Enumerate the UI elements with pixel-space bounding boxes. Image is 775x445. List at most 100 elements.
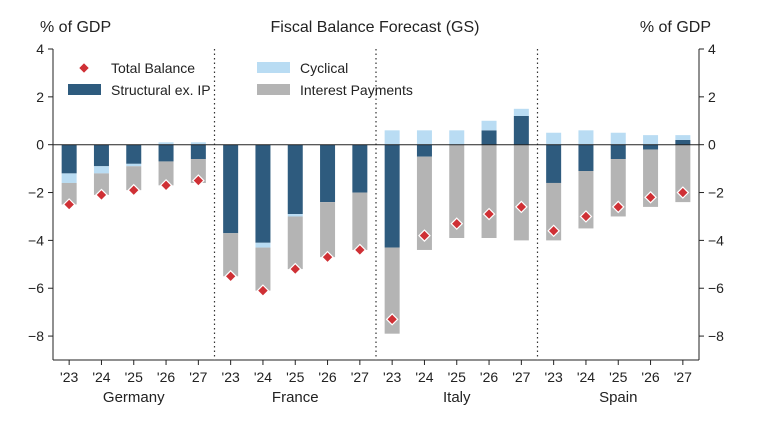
bar-structural-germany-1 bbox=[93, 144, 109, 167]
x-tick-label: '26 bbox=[480, 369, 498, 385]
y-tick-label-right: 0 bbox=[708, 137, 716, 153]
total-balance-marker-spain-4 bbox=[676, 186, 690, 199]
y-axis-label-right: % of GDP bbox=[640, 19, 711, 36]
legend: Total Balance Structural ex. IP Cyclical In… bbox=[68, 60, 413, 98]
bar-interest-france-3 bbox=[320, 202, 336, 258]
bar-structural-spain-0 bbox=[546, 144, 562, 183]
total-balance-marker-italy-1 bbox=[418, 229, 431, 242]
bar-structural-spain-2 bbox=[610, 144, 626, 160]
bar-structural-france-1 bbox=[255, 144, 271, 243]
total-balance-marker-spain-3 bbox=[644, 190, 657, 204]
bar-cyclical-spain-0 bbox=[546, 132, 562, 145]
group-label-italy: Italy bbox=[443, 389, 471, 406]
x-tick-label: '24 bbox=[415, 369, 433, 385]
x-tick-label: '26 bbox=[318, 369, 336, 385]
x-tick-label: '24 bbox=[577, 369, 595, 385]
bar-cyclical-italy-4 bbox=[513, 108, 529, 116]
y-tick-label-left: −6 bbox=[28, 280, 44, 296]
total-balance-marker-spain-2 bbox=[611, 200, 625, 214]
y-tick-label-right: 2 bbox=[708, 89, 716, 105]
total-balance-marker-spain-0 bbox=[547, 224, 560, 238]
total-balance-marker-germany-4 bbox=[192, 174, 205, 187]
bar-structural-spain-4 bbox=[675, 139, 691, 145]
x-tick-label: '23 bbox=[545, 369, 563, 385]
total-balance-marker-italy-3 bbox=[482, 207, 496, 221]
x-tick-label: '25 bbox=[448, 369, 466, 385]
bar-interest-italy-4 bbox=[513, 144, 529, 241]
group-label-germany: Germany bbox=[103, 389, 165, 406]
bar-structural-france-3 bbox=[320, 144, 336, 203]
y-tick-label-left: 0 bbox=[36, 137, 44, 153]
bar-interest-italy-0 bbox=[384, 247, 400, 334]
legend-label-interest: Interest Payments bbox=[300, 82, 413, 98]
bar-interest-germany-0 bbox=[61, 182, 77, 205]
x-tick-label: '27 bbox=[189, 369, 207, 385]
x-tick-label: '27 bbox=[512, 369, 530, 385]
y-tick-label-left: −2 bbox=[28, 185, 44, 201]
total-balance-marker-italy-0 bbox=[385, 312, 399, 326]
y-tick-label-right: 4 bbox=[708, 41, 716, 57]
total-balance-marker-germany-0 bbox=[62, 198, 76, 211]
bar-interest-spain-0 bbox=[546, 182, 562, 241]
y-tick-label-right: −4 bbox=[708, 232, 724, 248]
total-balance-marker-france-3 bbox=[321, 250, 334, 264]
bar-interest-france-4 bbox=[352, 192, 368, 250]
x-tick-label: '25 bbox=[286, 369, 304, 385]
legend-swatch-cyclical bbox=[257, 62, 290, 73]
legend-label-total: Total Balance bbox=[111, 60, 195, 76]
y-tick-label-right: −8 bbox=[708, 328, 724, 344]
x-tick-label: '27 bbox=[351, 369, 369, 385]
bar-interest-germany-3 bbox=[158, 161, 174, 186]
bar-interest-germany-4 bbox=[190, 159, 206, 183]
bar-cyclical-italy-0 bbox=[384, 130, 400, 145]
bar-cyclical-germany-3 bbox=[158, 142, 174, 145]
total-balance-marker-germany-2 bbox=[127, 183, 141, 197]
bar-structural-germany-2 bbox=[126, 144, 142, 164]
bar-cyclical-italy-3 bbox=[481, 120, 497, 131]
legend-label-structural: Structural ex. IP bbox=[111, 82, 211, 98]
bar-structural-italy-3 bbox=[481, 130, 497, 145]
x-tick-label: '23 bbox=[222, 369, 240, 385]
bar-structural-italy-0 bbox=[384, 144, 400, 248]
bar-interest-spain-2 bbox=[610, 159, 626, 217]
x-tick-label: '24 bbox=[254, 369, 272, 385]
x-tick-label: '23 bbox=[60, 369, 78, 385]
bar-interest-italy-2 bbox=[449, 144, 465, 238]
x-tick-label: '23 bbox=[383, 369, 401, 385]
legend-swatch-interest bbox=[257, 84, 290, 95]
bar-structural-germany-4 bbox=[190, 144, 206, 160]
group-label-france: France bbox=[272, 389, 319, 406]
group-label-spain: Spain bbox=[599, 389, 637, 406]
bar-structural-germany-0 bbox=[61, 144, 77, 174]
bar-interest-italy-1 bbox=[416, 156, 432, 250]
bar-interest-italy-3 bbox=[481, 144, 497, 238]
bar-structural-france-2 bbox=[287, 144, 303, 215]
bar-interest-france-0 bbox=[223, 233, 239, 277]
x-tick-label: '27 bbox=[674, 369, 692, 385]
bar-interest-france-1 bbox=[255, 247, 271, 291]
total-balance-marker-germany-1 bbox=[95, 188, 108, 202]
x-tick-label: '25 bbox=[125, 369, 143, 385]
x-tick-label: '25 bbox=[609, 369, 627, 385]
x-tick-label: '26 bbox=[157, 369, 175, 385]
total-balance-marker-france-4 bbox=[353, 243, 367, 257]
plot-area: −8 −8 −6 −6 −4 −4 −2 −2 0 0 2 2 4 4 '23 '24 '25 '26 '27 Ger… bbox=[28, 41, 724, 406]
bar-structural-germany-3 bbox=[158, 144, 174, 162]
total-balance-marker-italy-4 bbox=[515, 200, 528, 214]
bar-structural-spain-1 bbox=[578, 144, 594, 172]
bar-interest-germany-2 bbox=[126, 166, 142, 191]
total-balance-marker-france-1 bbox=[256, 284, 270, 297]
bar-cyclical-spain-1 bbox=[578, 130, 594, 145]
x-tick-label: '26 bbox=[641, 369, 659, 385]
bar-cyclical-germany-4 bbox=[190, 142, 206, 145]
total-balance-marker-italy-2 bbox=[450, 217, 464, 230]
total-balance-marker-france-2 bbox=[288, 262, 302, 276]
x-tick-label: '24 bbox=[92, 369, 110, 385]
y-tick-label-left: −4 bbox=[28, 232, 44, 248]
bar-cyclical-italy-1 bbox=[416, 130, 432, 145]
bar-structural-italy-4 bbox=[513, 115, 529, 145]
y-tick-label-left: 4 bbox=[36, 41, 44, 57]
bar-cyclical-germany-2 bbox=[126, 163, 142, 167]
chart-title: Fiscal Balance Forecast (GS) bbox=[271, 19, 480, 36]
